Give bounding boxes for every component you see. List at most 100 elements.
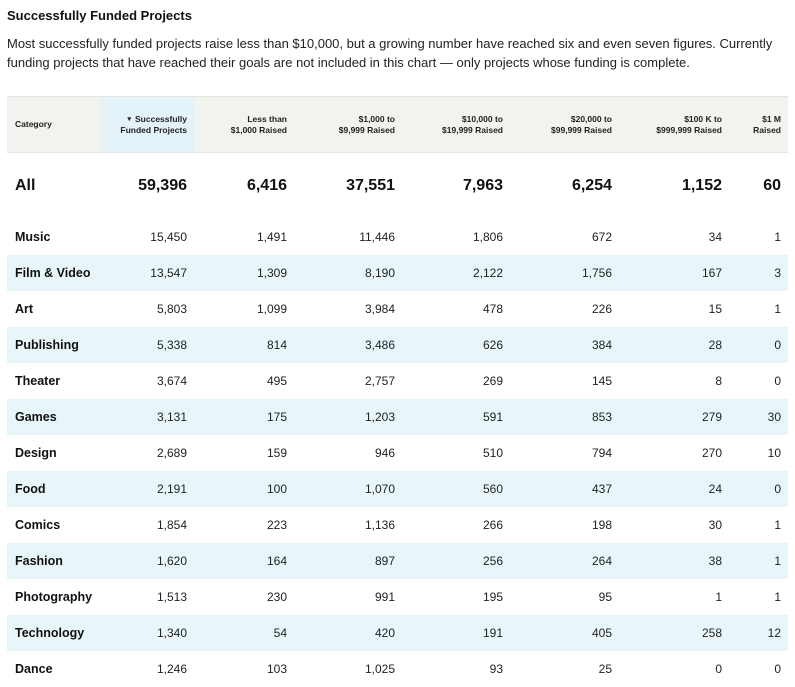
value-cell: 167 (619, 255, 729, 291)
value-cell: 1,025 (294, 651, 402, 687)
value-cell: 672 (510, 219, 619, 255)
value-cell: 3 (729, 255, 788, 291)
category-cell: Comics (7, 507, 101, 543)
value-cell: 191 (402, 615, 510, 651)
column-header-label: Successfully (135, 114, 187, 124)
value-cell: 5,803 (101, 291, 194, 327)
chart-title: Successfully Funded Projects (7, 8, 192, 23)
value-cell: 8 (619, 363, 729, 399)
sort-descending-icon: ▾ (128, 116, 132, 123)
value-cell: 3,674 (101, 363, 194, 399)
value-cell: 34 (619, 219, 729, 255)
value-cell: 59,396 (101, 153, 194, 220)
value-cell: 1 (729, 291, 788, 327)
category-cell: Film & Video (7, 255, 101, 291)
value-cell: 7,963 (402, 153, 510, 220)
value-cell: 103 (194, 651, 294, 687)
value-cell: 420 (294, 615, 402, 651)
column-header-label: $1 M (762, 114, 781, 124)
value-cell: 2,757 (294, 363, 402, 399)
value-cell: 2,191 (101, 471, 194, 507)
value-cell: 405 (510, 615, 619, 651)
value-cell: 2,689 (101, 435, 194, 471)
value-cell: 560 (402, 471, 510, 507)
value-cell: 1,136 (294, 507, 402, 543)
column-header-label: $999,999 Raised (656, 125, 722, 135)
value-cell: 15,450 (101, 219, 194, 255)
column-header-4[interactable]: $10,000 to$19,999 Raised (402, 97, 510, 153)
value-cell: 0 (729, 471, 788, 507)
value-cell: 95 (510, 579, 619, 615)
value-cell: 3,486 (294, 327, 402, 363)
column-header-5[interactable]: $20,000 to$99,999 Raised (510, 97, 619, 153)
column-header-2[interactable]: Less than$1,000 Raised (194, 97, 294, 153)
value-cell: 266 (402, 507, 510, 543)
value-cell: 1,203 (294, 399, 402, 435)
value-cell: 54 (194, 615, 294, 651)
value-cell: 159 (194, 435, 294, 471)
value-cell: 510 (402, 435, 510, 471)
value-cell: 60 (729, 153, 788, 220)
category-cell: Music (7, 219, 101, 255)
value-cell: 591 (402, 399, 510, 435)
value-cell: 6,416 (194, 153, 294, 220)
value-cell: 37,551 (294, 153, 402, 220)
value-cell: 0 (729, 651, 788, 687)
column-header-label: $9,999 Raised (339, 125, 395, 135)
value-cell: 1,340 (101, 615, 194, 651)
value-cell: 175 (194, 399, 294, 435)
value-cell: 13,547 (101, 255, 194, 291)
value-cell: 5,338 (101, 327, 194, 363)
value-cell: 25 (510, 651, 619, 687)
value-cell: 437 (510, 471, 619, 507)
column-header-0[interactable]: Category (7, 97, 101, 153)
value-cell: 2,122 (402, 255, 510, 291)
value-cell: 478 (402, 291, 510, 327)
category-cell: Technology (7, 615, 101, 651)
value-cell: 1,854 (101, 507, 194, 543)
value-cell: 256 (402, 543, 510, 579)
column-header-label: $10,000 to (462, 114, 503, 124)
column-header-label: $20,000 to (571, 114, 612, 124)
column-header-label: $100 K to (684, 114, 722, 124)
value-cell: 230 (194, 579, 294, 615)
value-cell: 853 (510, 399, 619, 435)
category-cell: All (7, 153, 101, 220)
value-cell: 946 (294, 435, 402, 471)
value-cell: 1 (729, 507, 788, 543)
column-header-label: $99,999 Raised (551, 125, 612, 135)
value-cell: 270 (619, 435, 729, 471)
value-cell: 264 (510, 543, 619, 579)
column-header-6[interactable]: $100 K to$999,999 Raised (619, 97, 729, 153)
value-cell: 1,620 (101, 543, 194, 579)
value-cell: 8,190 (294, 255, 402, 291)
value-cell: 3,984 (294, 291, 402, 327)
category-cell: Food (7, 471, 101, 507)
value-cell: 28 (619, 327, 729, 363)
value-cell: 1,513 (101, 579, 194, 615)
category-cell: Fashion (7, 543, 101, 579)
category-cell: Art (7, 291, 101, 327)
column-header-label: Less than (247, 114, 287, 124)
category-cell: Design (7, 435, 101, 471)
value-cell: 226 (510, 291, 619, 327)
column-header-3[interactable]: $1,000 to$9,999 Raised (294, 97, 402, 153)
value-cell: 10 (729, 435, 788, 471)
value-cell: 38 (619, 543, 729, 579)
chart-description: Most successfully funded projects raise … (7, 34, 792, 72)
